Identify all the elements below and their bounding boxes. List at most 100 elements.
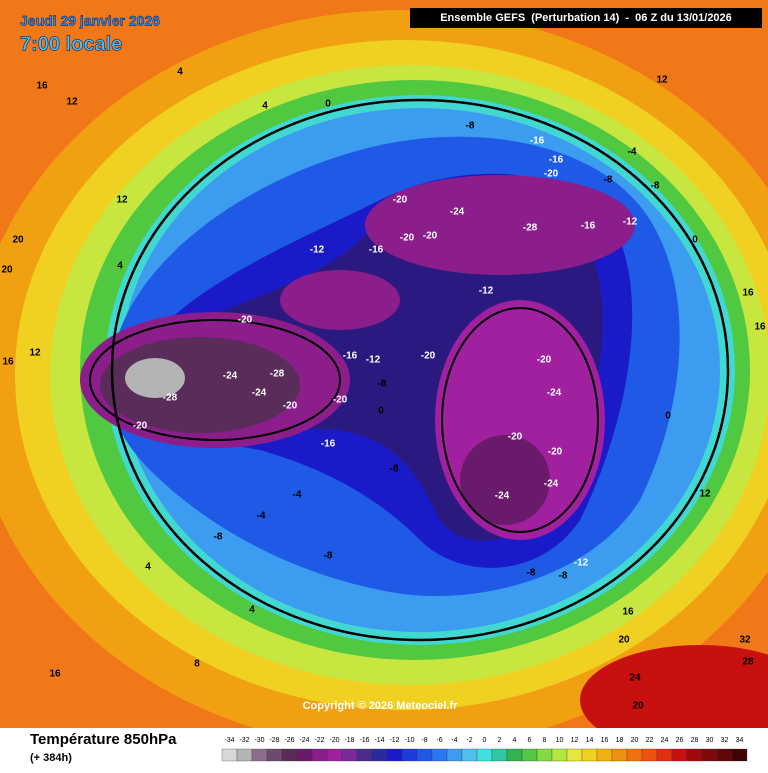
zone (280, 270, 400, 330)
contour-label: -20 (400, 233, 415, 244)
legend-swatch (506, 748, 523, 762)
legend-tick-label: -20 (329, 737, 339, 744)
contour-label: 4 (117, 261, 123, 272)
zone (125, 358, 185, 398)
contour-label: 0 (378, 406, 384, 417)
contour-label: -12 (623, 217, 638, 228)
contour-label: 32 (739, 635, 751, 646)
legend-swatch (716, 748, 733, 762)
legend-swatch (461, 748, 478, 762)
contour-label: 12 (116, 195, 128, 206)
contour-label: 4 (262, 101, 268, 112)
legend-swatch (521, 748, 538, 762)
contour-label: -28 (163, 393, 178, 404)
legend-tick-label: -22 (314, 737, 324, 744)
legend-swatch (446, 748, 463, 762)
contour-label: -20 (537, 355, 552, 366)
contour-label: -8 (324, 551, 333, 562)
contour-label: -16 (321, 439, 336, 450)
legend-tick-label: 2 (498, 737, 502, 744)
legend-swatch (656, 748, 673, 762)
contour-label: 12 (699, 489, 711, 500)
contour-label: 24 (629, 673, 641, 684)
legend-swatch (581, 748, 598, 762)
legend-tick-label: 10 (556, 737, 564, 744)
contour-label: 16 (742, 288, 754, 299)
legend-swatch (686, 748, 703, 762)
contour-label: -8 (378, 379, 387, 390)
legend-tick-label: -26 (284, 737, 294, 744)
legend-tick-label: -32 (239, 737, 249, 744)
legend-tick-label: -24 (299, 737, 309, 744)
contour-label: -20 (283, 401, 298, 412)
legend-bar (0, 728, 768, 768)
contour-label: 4 (177, 67, 183, 78)
zone (580, 645, 768, 755)
contour-label: -20 (421, 351, 436, 362)
legend-swatch (566, 748, 583, 762)
contour-label: -20 (544, 169, 559, 180)
legend-tick-label: 22 (646, 737, 654, 744)
contour (89, 319, 341, 441)
contour-label: -4 (293, 490, 302, 501)
contour-label: 20 (618, 635, 630, 646)
legend-tick-label: -18 (344, 737, 354, 744)
contour-label: -16 (530, 136, 545, 147)
legend-swatch (611, 748, 628, 762)
contour-label: -24 (252, 388, 267, 399)
contour-label: -24 (223, 371, 238, 382)
legend-swatch (236, 748, 253, 762)
legend-swatch (266, 748, 283, 762)
contour-label: 4 (145, 562, 151, 573)
contour (441, 307, 599, 533)
legend-tick-label: -14 (374, 737, 384, 744)
contour-label: -20 (133, 421, 148, 432)
legend-lead: (+ 384h) (30, 752, 72, 764)
legend-swatch (596, 748, 613, 762)
legend-tick-label: 14 (586, 737, 594, 744)
contour-label: -28 (523, 223, 538, 234)
contour-label: 28 (742, 657, 754, 668)
legend-tick-label: 8 (543, 737, 547, 744)
contour-label: 16 (49, 669, 61, 680)
contour-label: 8 (194, 659, 200, 670)
contour-label: -12 (366, 355, 381, 366)
contour-label: 20 (12, 235, 24, 246)
legend-tick-label: -8 (421, 737, 427, 744)
time-label: 7:00 locale (20, 33, 122, 55)
contour-label: 20 (1, 265, 13, 276)
contour-label: -24 (544, 479, 559, 490)
legend-tick-label: 18 (616, 737, 624, 744)
contour-label: -20 (423, 231, 438, 242)
copyright: Copyright © 2026 Meteociel.fr (303, 700, 459, 712)
legend-swatch (281, 748, 298, 762)
contour-label: -12 (479, 286, 494, 297)
legend-swatch (386, 748, 403, 762)
color-scale: -34 -32 -30 -28 -26 -24 -22 -20 -18 -16 -14 -12 -10-… (221, 737, 748, 762)
legend-tick-label: -4 (451, 737, 457, 744)
contour-label: -28 (270, 369, 285, 380)
contour-label: -20 (508, 432, 523, 443)
contour-label: -24 (547, 388, 562, 399)
contour-label: 0 (692, 235, 698, 246)
legend-swatch (401, 748, 418, 762)
contour-label: 20 (632, 701, 644, 712)
legend-swatch (371, 748, 388, 762)
legend-tick-label: -16 (359, 737, 369, 744)
date-label: Jeudi 29 janvier 2026 (20, 13, 160, 29)
legend-swatch (671, 748, 688, 762)
legend-tick-label: 0 (483, 737, 487, 744)
legend-swatch (356, 748, 373, 762)
legend-tick-label: 34 (736, 737, 744, 744)
contour-label: -8 (466, 121, 475, 132)
zone (365, 175, 635, 275)
contour-label: -12 (310, 245, 325, 256)
contour-label: -12 (574, 558, 589, 569)
contour-label: -16 (369, 245, 384, 256)
legend-tick-label: -28 (269, 737, 279, 744)
contour-label: 12 (656, 75, 668, 86)
contour-label: -16 (549, 155, 564, 166)
contour-label: 0 (665, 411, 671, 422)
legend-tick-label: 30 (706, 737, 714, 744)
